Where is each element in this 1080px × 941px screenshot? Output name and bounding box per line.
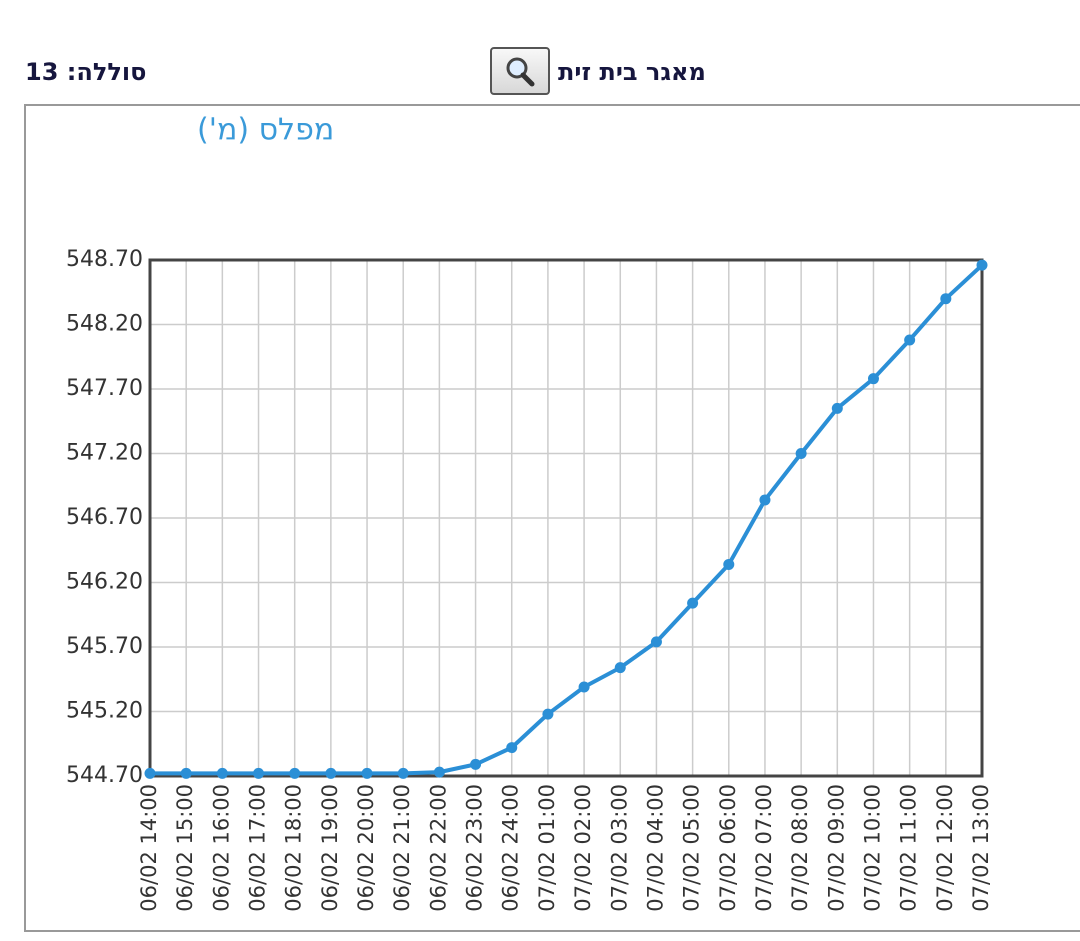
x-tick-label: 06/02 19:00 [318,784,342,912]
x-tick-label: 06/02 18:00 [282,784,306,912]
x-tick-label: 06/02 17:00 [246,784,270,912]
x-tick-label: 07/02 07:00 [752,784,776,912]
search-icon [506,57,535,87]
y-tick-label: 548.70 [66,247,143,272]
x-tick-label: 06/02 24:00 [499,784,523,912]
x-tick-label: 07/02 13:00 [969,784,993,912]
y-tick-label: 548.20 [66,312,143,337]
x-tick-label: 07/02 01:00 [535,784,559,912]
data-point [180,767,192,779]
data-point [723,558,735,570]
x-tick-label: 07/02 04:00 [643,784,667,912]
data-point [289,767,301,779]
data-point [470,758,482,770]
battery-label: סוללה: 13 [25,58,147,86]
data-point [759,494,771,506]
x-tick-label: 06/02 22:00 [426,784,450,912]
data-point [433,766,445,778]
data-point [253,767,265,779]
x-tick-label: 07/02 02:00 [571,784,595,912]
data-point [650,636,662,648]
x-tick-label: 07/02 12:00 [933,784,957,912]
x-tick-label: 06/02 20:00 [354,784,378,912]
data-point [831,402,843,414]
x-tick-label: 07/02 05:00 [680,784,704,912]
y-tick-label: 547.70 [66,376,143,401]
y-tick-label: 545.20 [66,699,143,724]
data-point [976,259,988,271]
search-button[interactable] [490,47,550,95]
x-tick-label: 07/02 09:00 [824,784,848,912]
data-point [795,448,807,459]
data-point [216,767,228,779]
chart-frame [24,104,1080,932]
data-point [940,293,952,305]
x-tick-label: 07/02 10:00 [860,784,884,912]
x-tick-label: 06/02 23:00 [463,784,487,912]
x-tick-label: 07/02 03:00 [607,784,631,912]
data-point [397,767,409,779]
x-tick-label: 06/02 16:00 [209,784,233,912]
data-point [614,662,626,674]
y-tick-label: 546.70 [66,505,143,530]
plot-border [148,258,984,778]
data-point [506,742,518,754]
data-point [687,597,699,609]
x-tick-label: 07/02 11:00 [897,784,921,912]
data-point [867,373,879,385]
data-point [144,767,156,779]
data-point [361,767,373,779]
data-line [150,263,984,776]
data-point [578,681,590,693]
site-name: מאגר בית זית [558,58,706,86]
data-point [904,334,916,346]
chart-title: מפלס (מ') [197,113,334,148]
x-tick-label: 06/02 14:00 [137,784,161,912]
x-tick-label: 07/02 08:00 [788,784,812,912]
data-point [325,767,337,779]
y-tick-label: 545.70 [66,634,143,659]
y-tick-label: 547.20 [66,441,143,466]
x-tick-label: 06/02 15:00 [173,784,197,912]
x-tick-label: 07/02 06:00 [716,784,740,912]
data-point [542,708,554,720]
y-tick-label: 544.70 [66,763,143,788]
y-tick-label: 546.20 [66,570,143,595]
x-tick-label: 06/02 21:00 [390,784,414,912]
